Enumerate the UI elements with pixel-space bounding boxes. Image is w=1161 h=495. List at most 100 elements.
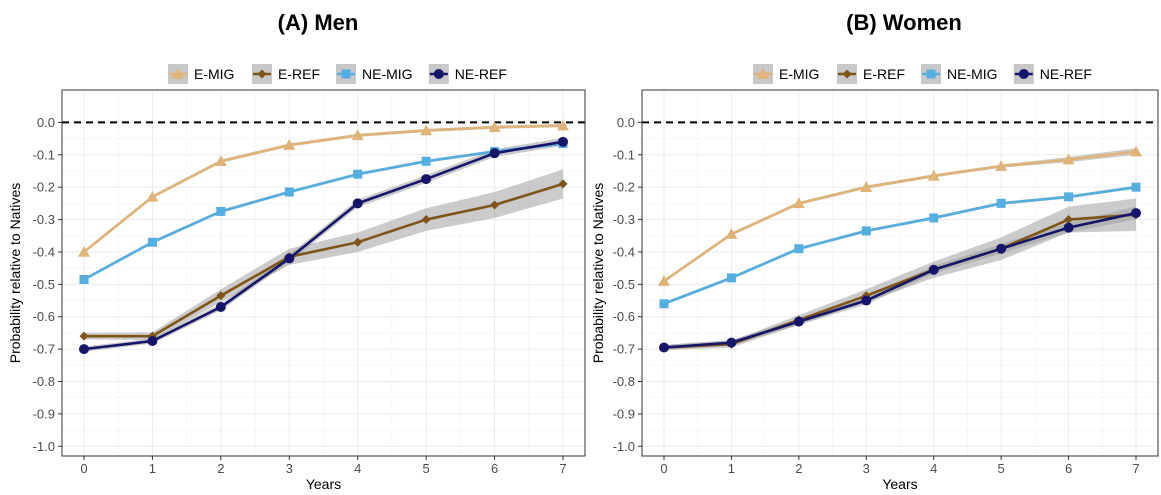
panel-men: (A) Men E-MIG E-REF NE-MIG NE-REF 0.0 -0.1 -0.2… [7, 10, 586, 492]
x-axis-label: Years [306, 476, 341, 490]
legend-label-e-ref: E-REF [863, 66, 905, 82]
data-point-e-ref [421, 215, 431, 225]
legend-label-e-ref: E-REF [278, 66, 320, 82]
y-tick-label: -0.1 [613, 147, 635, 162]
data-point-e-mig [557, 119, 569, 131]
y-tick-label: -0.9 [33, 406, 55, 421]
grid [642, 90, 1158, 456]
y-tick-label: -0.8 [613, 374, 635, 389]
legend-marker-ne-ref [433, 69, 444, 79]
data-point-e-mig [1062, 153, 1075, 165]
data-point-ne-mig [659, 299, 669, 309]
data-point-ne-mig [284, 187, 294, 197]
data-point-ne-ref [489, 148, 500, 159]
panel-women: (B) Women E-MIG E-REF NE-MIG NE-REF 0.0 -0.1 -0… [590, 10, 1159, 492]
legend: E-MIG E-REF NE-MIG NE-REF [168, 64, 507, 84]
ci-band-e-ref [664, 198, 1136, 351]
data-point-ne-ref [1131, 208, 1141, 219]
legend-label-ne-ref: NE-REF [1040, 66, 1092, 82]
series-line-ne-ref [663, 211, 1137, 349]
data-point-ne-ref [147, 336, 158, 347]
x-tick-label: 0 [80, 461, 87, 476]
data-point-e-mig [146, 190, 159, 202]
x-tick-label: 4 [354, 461, 361, 476]
y-axis-label: Probability relative to Natives [590, 183, 606, 364]
x-tick-label: 0 [660, 461, 667, 476]
x-tick-label: 4 [930, 461, 937, 476]
grid [62, 90, 585, 456]
data-point-ne-ref [284, 253, 295, 264]
x-tick-label: 3 [286, 461, 293, 476]
x-tick-label: 5 [998, 461, 1005, 476]
plot-frame [641, 89, 1159, 457]
data-point-ne-mig [929, 213, 939, 223]
x-tick-label: 1 [728, 461, 735, 476]
y-tick-label: -0.2 [33, 180, 55, 195]
y-tick-label: -0.6 [613, 309, 635, 324]
x-tick-label: 2 [217, 461, 224, 476]
y-tick-label: -1.0 [613, 439, 635, 454]
series-line-e-mig [83, 124, 564, 253]
data-point-ne-ref [861, 295, 872, 306]
x-tick-label: 6 [491, 461, 498, 476]
y-tick-label: -0.1 [33, 147, 55, 162]
data-point-e-ref [79, 331, 89, 341]
legend: E-MIG E-REF NE-MIG NE-REF [753, 64, 1092, 84]
y-tick-label: -0.4 [613, 244, 635, 259]
data-point-e-ref [353, 237, 363, 247]
data-point-e-mig [725, 228, 738, 239]
series-line-ne-mig [83, 142, 564, 281]
data-point-e-mig [658, 275, 670, 286]
data-point-ne-ref [215, 302, 226, 313]
x-tick-label: 6 [1065, 461, 1072, 476]
data-point-e-mig [995, 160, 1008, 171]
data-point-e-ref [558, 179, 568, 189]
data-point-ne-ref [726, 337, 737, 348]
legend-marker-e-ref [842, 69, 852, 79]
x-tick-label: 3 [863, 461, 870, 476]
data-point-ne-mig [996, 198, 1006, 208]
y-tick-label: -0.6 [33, 309, 55, 324]
x-axis-label: Years [882, 476, 917, 490]
series-line-e-ref [84, 182, 564, 338]
x-tick-label: 7 [559, 461, 566, 476]
data-point-e-mig [214, 155, 227, 167]
data-point-e-mig [420, 124, 433, 136]
y-tick-label: -0.7 [33, 342, 55, 357]
data-point-e-mig [283, 139, 296, 150]
legend-label-ne-mig: NE-MIG [362, 66, 413, 82]
y-tick-label: -0.3 [613, 212, 635, 227]
series-line-ne-mig [663, 185, 1137, 305]
data-point-ne-ref [659, 342, 669, 353]
data-point-e-mig [351, 129, 364, 141]
data-point-e-ref [1064, 215, 1074, 225]
data-point-e-mig [78, 245, 90, 257]
series-line-e-mig [663, 150, 1137, 283]
series-line-ne-ref [83, 140, 564, 351]
data-point-ne-ref [79, 344, 89, 355]
legend-marker-ne-ref [1018, 69, 1029, 79]
data-point-ne-mig [147, 237, 157, 247]
data-point-ne-mig [79, 274, 89, 284]
legend-marker-ne-mig [341, 69, 351, 79]
x-tick-label: 7 [1132, 461, 1139, 476]
data-point-e-mig [860, 181, 873, 192]
y-tick-label: 0.0 [617, 115, 635, 130]
legend-marker-e-ref [257, 69, 267, 79]
data-point-ne-mig [421, 156, 431, 166]
data-point-ne-mig [861, 226, 871, 236]
y-tick-label: -1.0 [33, 439, 55, 454]
data-point-ne-ref [793, 316, 804, 327]
data-point-e-mig [1130, 145, 1142, 157]
y-tick-label: -0.7 [613, 342, 635, 357]
data-point-ne-ref [558, 136, 568, 147]
y-tick-label: -0.2 [613, 180, 635, 195]
x-tick-label: 2 [795, 461, 802, 476]
data-point-e-mig [927, 169, 940, 181]
y-tick-label: 0.0 [37, 115, 55, 130]
legend-label-e-mig: E-MIG [194, 66, 234, 82]
data-point-ne-ref [352, 198, 363, 209]
data-point-ne-ref [1063, 222, 1074, 233]
y-tick-label: -0.5 [613, 277, 635, 292]
